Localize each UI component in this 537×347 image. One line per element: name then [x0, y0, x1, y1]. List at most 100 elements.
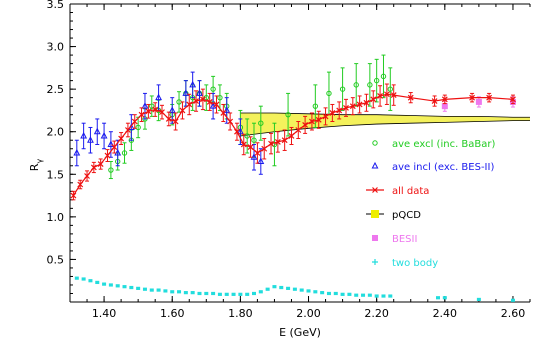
- series-layer: [70, 54, 516, 302]
- data-point: [213, 101, 220, 108]
- data-point: [286, 286, 291, 290]
- data-point: [227, 118, 234, 125]
- data-point: [74, 276, 79, 280]
- data-point: [168, 106, 176, 113]
- data-point: [322, 113, 329, 120]
- data-point: [373, 77, 380, 84]
- data-point: [170, 290, 175, 294]
- data-point: [383, 91, 390, 98]
- data-point: [142, 287, 147, 291]
- data-point: [339, 86, 346, 92]
- data-point: [265, 287, 270, 291]
- data-point: [149, 103, 155, 109]
- y-axis-title-text: Rγ: [28, 159, 44, 172]
- data-point: [204, 291, 209, 296]
- legend-item: BESII: [372, 234, 417, 245]
- data-point: [172, 118, 179, 125]
- pqcd-band-area: [240, 112, 531, 136]
- legend-marker: [371, 161, 379, 169]
- data-point: [333, 291, 338, 296]
- y-tick-label: 2.0: [47, 126, 65, 139]
- series: [74, 276, 515, 302]
- data-point: [223, 106, 231, 113]
- data-point: [388, 294, 393, 298]
- data-point: [149, 288, 154, 292]
- data-point: [155, 93, 163, 101]
- data-point: [510, 298, 515, 302]
- data-point: [326, 291, 331, 296]
- legend-item: all data: [366, 186, 429, 197]
- data-point: [312, 103, 319, 109]
- data-point: [469, 94, 475, 101]
- data-point: [156, 288, 161, 292]
- data-point: [193, 98, 199, 104]
- data-point: [190, 291, 195, 295]
- data-point: [475, 98, 482, 105]
- data-point: [125, 127, 131, 133]
- data-point: [309, 118, 315, 125]
- data-point: [217, 94, 223, 101]
- data-point: [279, 285, 284, 290]
- data-point: [136, 286, 141, 290]
- data-point: [407, 94, 414, 101]
- data-point: [313, 290, 318, 294]
- data-point: [436, 296, 440, 300]
- data-point: [254, 150, 261, 156]
- y-axis-title-main: R: [28, 163, 41, 171]
- data-point: [252, 291, 256, 296]
- data-point: [209, 102, 217, 109]
- data-point: [258, 290, 263, 294]
- data-point: [356, 101, 363, 108]
- legend-label: two body: [392, 258, 438, 269]
- data-point: [211, 291, 216, 296]
- data-point: [250, 153, 258, 160]
- data-point: [111, 144, 118, 150]
- data-point: [197, 291, 202, 296]
- data-point: [122, 285, 127, 289]
- data-point: [206, 98, 213, 105]
- data-point: [354, 293, 359, 297]
- data-point: [80, 131, 88, 139]
- legend-item: ave excl (inc. BaBar): [372, 139, 496, 150]
- data-point: [380, 73, 387, 80]
- y-tick-label: 2.5: [47, 83, 65, 96]
- y-tick-label: 3.5: [47, 0, 65, 11]
- data-point: [234, 128, 240, 135]
- data-point: [100, 131, 108, 139]
- data-point: [73, 148, 81, 156]
- data-point: [90, 164, 97, 171]
- data-point: [220, 110, 227, 116]
- data-point: [292, 287, 297, 291]
- data-point: [87, 136, 94, 143]
- data-point: [102, 282, 107, 286]
- pqcd-band: [240, 112, 531, 137]
- data-point: [353, 82, 359, 88]
- data-point: [340, 292, 345, 296]
- data-point: [159, 109, 165, 116]
- data-point: [217, 292, 222, 296]
- data-point: [186, 101, 193, 108]
- data-point: [476, 297, 481, 302]
- data-point: [245, 292, 250, 296]
- data-point: [84, 173, 90, 179]
- data-point: [363, 99, 370, 106]
- data-point: [115, 284, 120, 288]
- legend-label: ave excl (inc. BaBar): [392, 139, 496, 150]
- y-tick-label: 0.5: [47, 253, 65, 266]
- data-point: [285, 111, 291, 118]
- data-point: [145, 108, 152, 115]
- legend-label: all data: [392, 186, 429, 197]
- data-point: [486, 94, 493, 101]
- x-tick-label: 2.00: [296, 307, 321, 320]
- y-tick-label: 3.0: [47, 41, 65, 54]
- data-point: [131, 118, 138, 125]
- data-point: [441, 96, 448, 103]
- x-tick-label: 1.60: [160, 307, 185, 320]
- data-point: [387, 86, 393, 92]
- legend-marker: [371, 210, 379, 218]
- data-point: [257, 157, 265, 165]
- data-point: [320, 291, 325, 295]
- data-point: [244, 133, 250, 139]
- legend-marker: [372, 187, 378, 193]
